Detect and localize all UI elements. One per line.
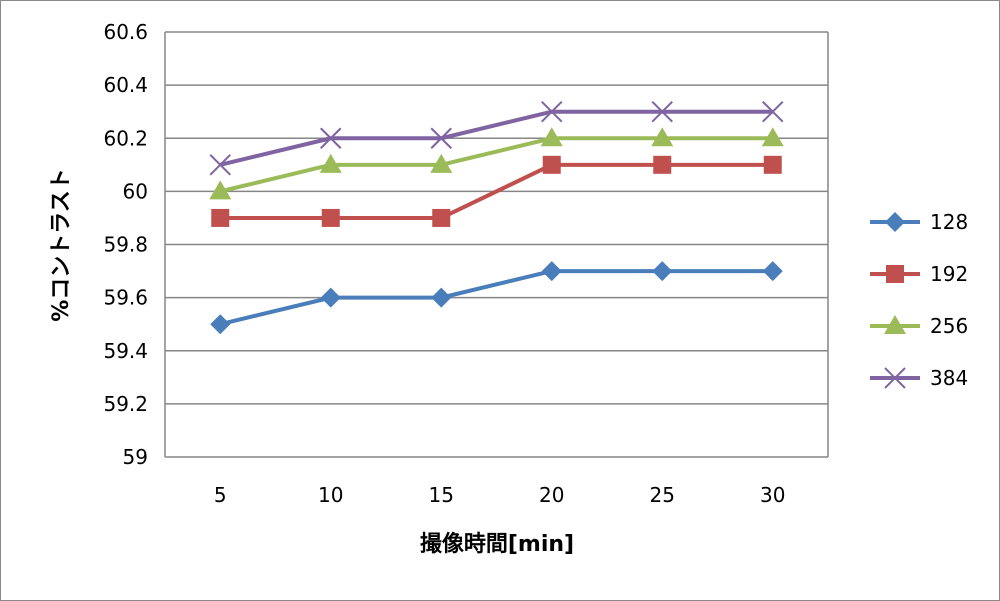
data-point-triangle bbox=[540, 127, 563, 147]
data-point-triangle bbox=[761, 127, 784, 147]
data-point-x bbox=[541, 100, 563, 123]
series-layer bbox=[209, 100, 784, 335]
data-point-triangle bbox=[209, 180, 232, 200]
data-point-diamond bbox=[541, 261, 562, 282]
legend-item-256: 256 bbox=[870, 314, 968, 338]
marker-stroke bbox=[430, 127, 452, 149]
data-point-diamond bbox=[652, 261, 673, 282]
data-point-diamond bbox=[431, 287, 452, 308]
data-point-x bbox=[651, 100, 673, 123]
marker-stroke bbox=[884, 367, 906, 389]
x-tick-label: 20 bbox=[539, 483, 564, 507]
legend-item-384: 384 bbox=[870, 366, 968, 390]
legend: 128 192 256 384 bbox=[870, 210, 968, 390]
series-256 bbox=[209, 127, 784, 200]
y-tick-label: 60 bbox=[123, 179, 148, 203]
x-tick-label: 15 bbox=[429, 483, 454, 507]
data-point-x bbox=[762, 100, 784, 123]
legend-marker-triangle bbox=[884, 315, 906, 334]
data-point-x bbox=[430, 127, 452, 149]
data-point-diamond bbox=[210, 314, 231, 335]
x-tick-label: 30 bbox=[760, 483, 785, 507]
marker-stroke bbox=[541, 100, 563, 123]
legend-label: 384 bbox=[930, 366, 968, 390]
legend-label: 192 bbox=[930, 262, 968, 286]
data-point-diamond bbox=[320, 287, 341, 308]
data-point-x bbox=[209, 154, 231, 176]
data-point-square bbox=[211, 208, 230, 227]
legend-marker-square bbox=[886, 265, 904, 283]
y-tick-label: 60.6 bbox=[103, 20, 148, 44]
marker-stroke bbox=[209, 154, 231, 176]
series-line bbox=[219, 269, 773, 327]
data-point-triangle bbox=[319, 153, 342, 173]
y-tick-label: 59.2 bbox=[103, 392, 148, 416]
legend-label: 128 bbox=[930, 210, 968, 234]
x-tick-label: 25 bbox=[650, 483, 675, 507]
x-axis-title: 撮像時間[min] bbox=[420, 531, 574, 557]
x-tick-label: 5 bbox=[214, 483, 227, 507]
y-axis-title: %コントラスト bbox=[49, 168, 74, 322]
x-tick-label: 10 bbox=[318, 483, 343, 507]
data-point-triangle bbox=[430, 153, 453, 173]
y-axis-ticks: 59 59.2 59.4 59.6 59.8 60 60.2 60.4 60.6 bbox=[103, 20, 148, 469]
y-tick-label: 59.6 bbox=[103, 286, 148, 310]
x-axis-ticks: 5 10 15 20 25 30 bbox=[214, 483, 786, 507]
series-line bbox=[219, 136, 773, 194]
y-tick-label: 60.4 bbox=[103, 73, 148, 97]
data-point-square bbox=[432, 208, 451, 227]
data-point-square bbox=[763, 155, 782, 174]
y-tick-label: 59.4 bbox=[103, 339, 148, 363]
legend-label: 256 bbox=[930, 314, 968, 338]
series-384 bbox=[209, 100, 784, 176]
series-192 bbox=[211, 155, 782, 227]
y-tick-label: 59 bbox=[123, 445, 148, 469]
series-128 bbox=[210, 261, 783, 335]
data-point-x bbox=[320, 127, 342, 149]
series-line bbox=[220, 162, 773, 220]
marker-stroke bbox=[762, 100, 784, 123]
marker-stroke bbox=[651, 100, 673, 123]
marker-stroke bbox=[320, 127, 342, 149]
data-point-square bbox=[542, 155, 561, 174]
legend-item-192: 192 bbox=[870, 262, 968, 286]
y-tick-label: 60.2 bbox=[103, 126, 148, 150]
data-point-square bbox=[653, 155, 672, 174]
legend-item-128: 128 bbox=[870, 210, 968, 234]
y-tick-label: 59.8 bbox=[103, 233, 148, 257]
data-point-diamond bbox=[762, 261, 783, 282]
legend-marker-diamond bbox=[885, 212, 905, 232]
series-line bbox=[219, 109, 773, 167]
data-point-triangle bbox=[651, 127, 674, 147]
legend-marker-x bbox=[884, 367, 906, 389]
data-point-square bbox=[321, 208, 340, 227]
